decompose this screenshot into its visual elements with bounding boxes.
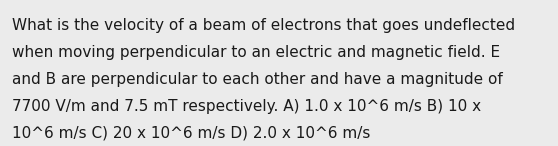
Text: and B are perpendicular to each other and have a magnitude of: and B are perpendicular to each other an… (12, 72, 503, 87)
Text: What is the velocity of a beam of electrons that goes undeflected: What is the velocity of a beam of electr… (12, 18, 516, 33)
Text: 10^6 m/s C) 20 x 10^6 m/s D) 2.0 x 10^6 m/s: 10^6 m/s C) 20 x 10^6 m/s D) 2.0 x 10^6 … (12, 126, 371, 141)
Text: when moving perpendicular to an electric and magnetic field. E: when moving perpendicular to an electric… (12, 45, 501, 60)
Text: 7700 V/m and 7.5 mT respectively. A) 1.0 x 10^6 m/s B) 10 x: 7700 V/m and 7.5 mT respectively. A) 1.0… (12, 99, 482, 114)
